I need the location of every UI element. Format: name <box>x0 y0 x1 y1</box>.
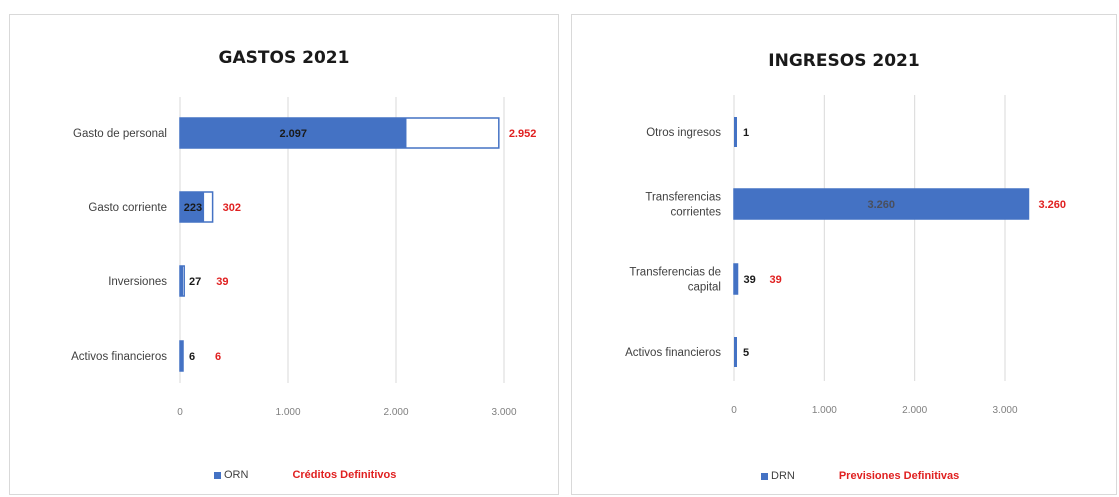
x-tick-label: 2.000 <box>383 407 408 418</box>
data-label-orn: 27 <box>189 276 201 288</box>
chart-legend: DRN Previsiones Definitivas <box>761 470 959 482</box>
x-tick-label: 1.000 <box>812 405 837 416</box>
legend-swatch-orn <box>214 471 221 479</box>
data-label-creditos-definitivos: 6 <box>215 351 221 363</box>
category-label: Activos financieros <box>625 347 721 359</box>
legend-label-drn: DRN <box>771 470 795 482</box>
bar-orn <box>180 118 407 148</box>
data-label-drn: 39 <box>744 274 756 286</box>
bar-drn <box>734 264 738 294</box>
data-label-drn: 5 <box>743 347 749 359</box>
legend-swatch-drn <box>761 472 768 480</box>
data-label-orn: 6 <box>189 351 195 363</box>
data-label-drn: 3.260 <box>867 199 895 211</box>
category-label: capital <box>688 282 721 294</box>
x-tick-label: 3.000 <box>491 407 516 418</box>
x-tick-label: 0 <box>731 405 737 416</box>
data-label-orn: 2.097 <box>279 128 307 140</box>
category-label: Gasto de personal <box>73 128 167 140</box>
data-label-previsiones-definitivas: 3.260 <box>1038 199 1066 211</box>
x-tick-label: 2.000 <box>902 405 927 416</box>
data-label-previsiones-definitivas: 39 <box>770 274 782 286</box>
category-label: Transferencias <box>645 192 721 204</box>
category-label: Transferencias de <box>629 267 721 279</box>
bar-orn <box>180 266 183 296</box>
category-label: corrientes <box>671 207 722 219</box>
chart-panel-gastos: GASTOS 2021 0 1.000 2.000 3.000 Gasto de per… <box>9 14 559 495</box>
bar-drn <box>734 189 1029 219</box>
category-label: Gasto corriente <box>88 202 167 214</box>
data-label-creditos-definitivos: 39 <box>216 276 228 288</box>
category-label: Activos financieros <box>71 351 167 363</box>
bar-orn <box>180 341 183 371</box>
chart-title: INGRESOS 2021 <box>768 51 920 71</box>
x-tick-label: 1.000 <box>275 407 300 418</box>
x-tick-label: 3.000 <box>992 405 1017 416</box>
category-label: Otros ingresos <box>646 127 721 139</box>
bar-chart-ingresos: 0 1.000 2.000 3.000 Otros ingresos 1 Transfere… <box>625 95 1066 416</box>
data-label-orn: 223 <box>184 202 202 214</box>
data-label-creditos-definitivos: 2.952 <box>509 128 537 140</box>
bar-orn <box>180 192 205 222</box>
legend-label-previsiones-definitivas: Previsiones Definitivas <box>838 470 960 482</box>
data-label-creditos-definitivos: 302 <box>223 202 241 214</box>
legend-label-orn: ORN <box>224 469 249 481</box>
data-label-drn: 1 <box>743 127 749 139</box>
chart-legend: ORN Créditos Definitivos <box>214 469 396 481</box>
chart-panel-ingresos: INGRESOS 2021 0 1.000 2.000 3.000 Otros ingr… <box>571 14 1117 495</box>
category-label: Inversiones <box>108 276 167 288</box>
chart-title: GASTOS 2021 <box>218 48 350 68</box>
x-tick-label: 0 <box>177 407 183 418</box>
bar-chart-gastos: 0 1.000 2.000 3.000 Gasto de personal 2.097 2.… <box>71 97 537 418</box>
bar-drn <box>734 117 737 147</box>
legend-label-creditos-definitivos: Créditos Definitivos <box>292 469 397 481</box>
bar-drn <box>734 337 737 367</box>
